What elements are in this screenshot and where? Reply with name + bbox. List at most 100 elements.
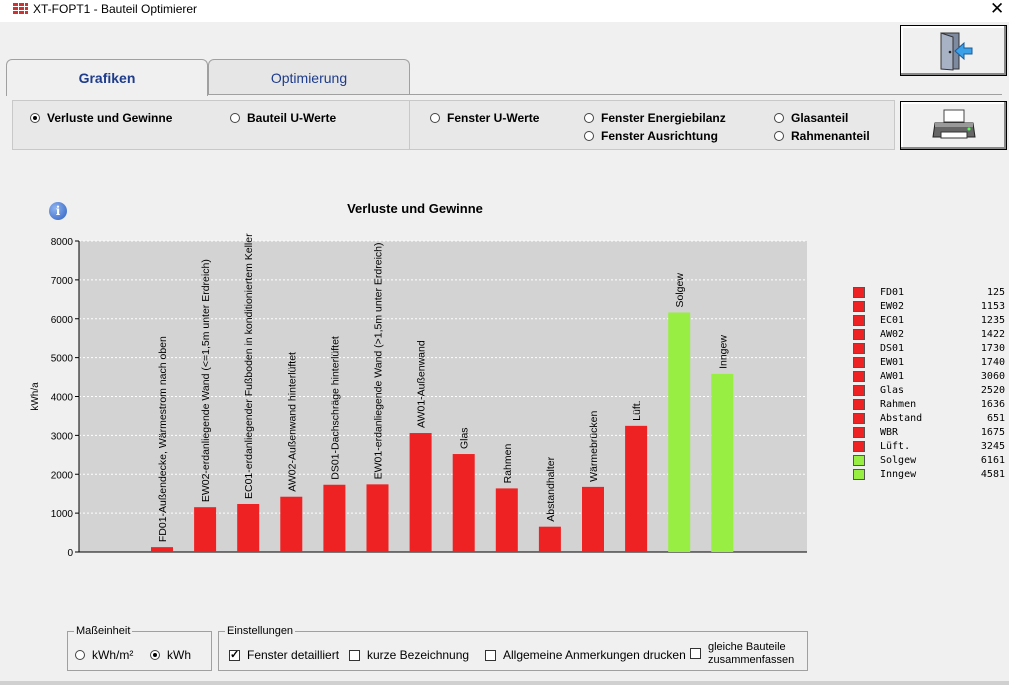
legend-value: 1636 (980, 399, 1005, 410)
app-brick-icon (12, 2, 28, 15)
radio-rahmenanteil[interactable]: Rahmenanteil (774, 129, 870, 143)
legend-name: EC01 (880, 315, 905, 326)
exit-button[interactable] (900, 25, 1007, 76)
legend-item: Solgew 6161 (853, 454, 1005, 467)
legend-item: Lüft. 3245 (853, 440, 1005, 453)
tab-optimierung-label: Optimierung (270, 69, 348, 86)
checkbox-fenster-detailliert[interactable]: Fenster detailliert (229, 648, 339, 662)
bar-label-8: Rahmen (502, 444, 514, 484)
settings-group (218, 631, 808, 671)
radio-label: Fenster Ausrichtung (601, 129, 718, 143)
legend-item: EW02 1153 (853, 300, 1005, 313)
tab-grafiken[interactable]: Grafiken (6, 59, 208, 96)
radio-fenster-energiebilanz[interactable]: Fenster Energiebilanz (584, 111, 726, 125)
legend-swatch (853, 301, 865, 312)
y-tick-label: 7000 (51, 276, 74, 287)
radio-circle (75, 650, 85, 660)
radio-label: Glasanteil (791, 111, 849, 125)
bar-9 (538, 526, 561, 552)
legend-item: EC01 1235 (853, 314, 1005, 327)
legend-item: DS01 1730 (853, 342, 1005, 355)
legend-name: Lüft. (880, 441, 911, 452)
legend-item: Glas 2520 (853, 384, 1005, 397)
legend-swatch (853, 441, 865, 452)
radio-label: Fenster Energiebilanz (601, 111, 726, 125)
bar-label-10: Wärmebrücken (588, 411, 600, 482)
checkbox-box (229, 648, 240, 661)
y-tick-label: 1000 (51, 509, 74, 520)
legend-value: 1675 (980, 427, 1005, 438)
radio-label: kWh (167, 648, 191, 662)
bar-7 (452, 454, 475, 552)
print-button[interactable] (900, 101, 1007, 150)
radio-verluste-gewinne[interactable]: Verluste und Gewinne (30, 111, 172, 125)
legend-value: 1153 (980, 301, 1005, 312)
legend-swatch (853, 385, 865, 396)
units-group-title: Maßeinheit (74, 625, 133, 637)
legend-value: 3060 (980, 371, 1005, 382)
y-tick-label: 2000 (51, 470, 74, 481)
checkbox-label-line2: zusammenfassen (708, 654, 795, 666)
radio-circle (430, 113, 440, 123)
y-tick-label: 0 (67, 548, 73, 559)
bar-label-7: Glas (459, 427, 471, 449)
legend-item: Abstand 651 (853, 412, 1005, 425)
checkbox-gleiche-bauteile[interactable]: gleiche Bauteile zusammenfassen (690, 641, 794, 667)
checkbox-label: gleiche Bauteile (708, 641, 786, 653)
legend-swatch (853, 455, 865, 466)
legend-swatch (853, 469, 865, 480)
legend-value: 4581 (980, 469, 1005, 480)
view-panel-left (12, 100, 410, 150)
radio-label: Bauteil U-Werte (247, 111, 337, 125)
legend-value: 6161 (980, 455, 1005, 466)
legend-name: FD01 (880, 287, 905, 298)
bar-0 (151, 547, 173, 552)
radio-kwh-m2[interactable]: kWh/m² (75, 648, 133, 662)
legend-swatch (853, 343, 865, 354)
bar-label-6: AW01-Außenwand (416, 340, 428, 428)
y-axis-label: kWh/a (30, 382, 41, 411)
checkbox-allgemeine-anmerkungen[interactable]: Allgemeine Anmerkungen drucken (485, 648, 686, 662)
bar-label-0: FD01-Außendecke, Wärmestrom nach oben (157, 336, 169, 542)
legend-value: 1730 (980, 343, 1005, 354)
bar-4 (323, 484, 346, 552)
checkbox-label: kurze Bezeichnung (367, 648, 470, 662)
settings-group-title: Einstellungen (225, 625, 296, 637)
bar-label-12: Solgew (674, 273, 686, 308)
bar-label-13: Inngew (717, 335, 729, 369)
bar-label-3: AW02-Außenwand hinterlüftet (286, 352, 298, 492)
legend-name: Abstand (880, 413, 923, 424)
units-group (67, 631, 212, 671)
radio-bauteil-u-werte[interactable]: Bauteil U-Werte (230, 111, 336, 125)
legend-value: 1235 (980, 315, 1005, 326)
bar-label-5: EW01-erdanliegende Wand (>1,5m unter Erd… (373, 242, 385, 479)
radio-circle (150, 650, 160, 660)
legend-name: Glas (880, 385, 905, 396)
checkbox-box (690, 648, 701, 659)
view-panel-right (409, 100, 895, 150)
radio-circle (584, 113, 594, 123)
info-icon[interactable]: i (49, 202, 67, 220)
radio-label: kWh/m² (92, 648, 134, 662)
tab-grafiken-label: Grafiken (78, 70, 136, 86)
radio-fenster-ausrichtung[interactable]: Fenster Ausrichtung (584, 129, 718, 143)
radio-fenster-u-werte[interactable]: Fenster U-Werte (430, 111, 539, 125)
radio-glasanteil[interactable]: Glasanteil (774, 111, 848, 125)
checkbox-label: Allgemeine Anmerkungen drucken (503, 648, 686, 662)
tab-optimierung[interactable]: Optimierung (208, 59, 410, 95)
legend-name: EW02 (880, 301, 905, 312)
legend-item: AW01 3060 (853, 370, 1005, 383)
legend-value: 3245 (980, 441, 1005, 452)
legend-swatch (853, 371, 865, 382)
checkbox-kurze-bezeichnung[interactable]: kurze Bezeichnung (349, 648, 469, 662)
bar-10 (582, 486, 604, 552)
bar-label-11: Lüft. (631, 400, 643, 420)
legend-name: WBR (880, 427, 899, 438)
close-icon[interactable]: ✕ (990, 0, 1005, 18)
radio-kwh[interactable]: kWh (150, 648, 191, 662)
bar-11 (625, 425, 648, 552)
bar-5 (366, 484, 389, 552)
window-title: XT-FOPT1 - Bauteil Optimierer (33, 2, 198, 16)
radio-label: Verluste und Gewinne (47, 111, 173, 125)
legend-name: DS01 (880, 343, 905, 354)
